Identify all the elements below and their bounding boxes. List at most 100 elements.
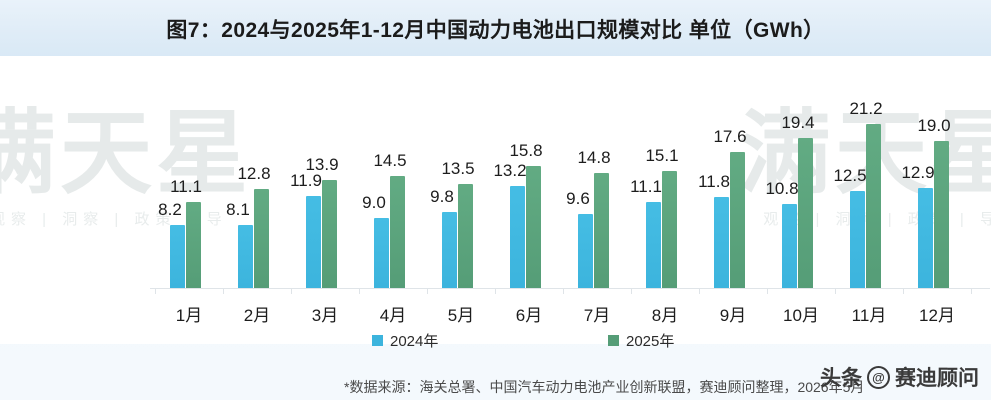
watermark-sub-left: 观察 | 洞察 | 政策 | 导 bbox=[0, 211, 228, 228]
bar-value-label-2024: 10.8 bbox=[765, 179, 799, 198]
x-axis-tick bbox=[699, 288, 700, 294]
legend-item-2025[interactable]: 2025年 bbox=[608, 330, 674, 351]
bar-value-label-2025: 13.9 bbox=[305, 155, 339, 174]
bar-2024[interactable] bbox=[646, 202, 661, 288]
bar-2025[interactable] bbox=[254, 189, 269, 288]
bar-group: 11.8 17.6 bbox=[698, 56, 767, 288]
bar-group: 12.9 19.0 bbox=[901, 56, 971, 288]
corner-watermark: 头条 @ 赛迪顾问 bbox=[820, 362, 979, 392]
x-axis-tick bbox=[359, 288, 360, 294]
x-axis-label: 11月 bbox=[851, 306, 887, 325]
bar-2025[interactable] bbox=[934, 141, 949, 288]
bar-value-label-2025: 19.0 bbox=[917, 116, 951, 135]
bar-value-label-2025: 12.8 bbox=[237, 164, 271, 183]
bar-value-label-2024: 8.1 bbox=[226, 200, 250, 219]
x-axis-label: 12月 bbox=[919, 306, 955, 325]
x-axis-tick bbox=[971, 288, 972, 294]
bar-2024[interactable] bbox=[782, 204, 797, 288]
x-axis-tick bbox=[427, 288, 428, 294]
legend-item-2024[interactable]: 2024年 bbox=[372, 330, 438, 351]
x-axis-label: 9月 bbox=[719, 306, 747, 325]
legend-label: 2025年 bbox=[626, 333, 675, 350]
x-axis-tick bbox=[563, 288, 564, 294]
bar-2025[interactable] bbox=[730, 152, 745, 288]
bar-value-label-2025: 14.8 bbox=[577, 148, 611, 167]
bar-2024[interactable] bbox=[238, 225, 253, 288]
at-icon: @ bbox=[867, 365, 890, 389]
bar-group: 11.1 15.1 bbox=[630, 56, 699, 288]
bar-value-label-2024: 9.6 bbox=[566, 189, 590, 208]
bar-2025[interactable] bbox=[186, 202, 201, 288]
bar-value-label-2024: 11.1 bbox=[630, 177, 662, 196]
x-axis-label: 7月 bbox=[583, 306, 611, 325]
legend-swatch-icon bbox=[608, 335, 619, 346]
bar-2025[interactable] bbox=[458, 184, 473, 288]
bar-value-label-2024: 12.9 bbox=[901, 163, 935, 182]
bar-2024[interactable] bbox=[374, 218, 389, 288]
bar-2024[interactable] bbox=[442, 212, 457, 288]
bar-2025[interactable] bbox=[390, 176, 405, 288]
bar-value-label-2024: 8.2 bbox=[158, 200, 182, 219]
corner-brand-text: 头条 bbox=[820, 367, 862, 390]
x-axis-tick bbox=[903, 288, 904, 294]
x-axis-tick bbox=[835, 288, 836, 294]
bar-2024[interactable] bbox=[170, 225, 185, 288]
bar-2024[interactable] bbox=[510, 186, 525, 288]
bar-value-label-2025: 17.6 bbox=[713, 127, 747, 146]
bar-group: 9.6 14.8 bbox=[563, 56, 631, 288]
x-axis-tick bbox=[291, 288, 292, 294]
bar-value-label-2024: 11.9 bbox=[290, 171, 322, 190]
bar-group: 9.0 14.5 bbox=[359, 56, 427, 288]
bar-value-label-2024: 11.8 bbox=[698, 172, 730, 191]
bar-value-label-2025: 13.5 bbox=[441, 159, 475, 178]
bar-2025[interactable] bbox=[662, 171, 677, 288]
bar-group: 10.8 19.4 bbox=[765, 56, 835, 288]
bar-value-label-2024: 9.0 bbox=[362, 193, 386, 212]
x-axis-label: 1月 bbox=[175, 306, 203, 325]
bar-value-label-2024: 9.8 bbox=[430, 187, 454, 206]
plot-area: 8.2 11.1 1月 8.1 12.8 2月 11.9 13.9 3月 9.0 14.5 4月 9.8… bbox=[0, 56, 991, 344]
watermark-left: 满天星 bbox=[0, 103, 253, 205]
bar-2024[interactable] bbox=[918, 188, 933, 288]
x-axis-tick bbox=[495, 288, 496, 294]
bar-value-label-2025: 21.2 bbox=[849, 99, 883, 118]
bar-group: 8.1 12.8 bbox=[223, 56, 291, 288]
bar-group: 9.8 13.5 bbox=[427, 56, 495, 288]
bar-value-label-2025: 15.8 bbox=[509, 141, 543, 160]
bar-group: 13.2 15.8 bbox=[493, 56, 563, 288]
bar-value-label-2025: 15.1 bbox=[645, 146, 679, 165]
bar-value-label-2025: 19.4 bbox=[781, 113, 815, 132]
x-axis-label: 10月 bbox=[783, 306, 819, 325]
title-banner: 图7：2024与2025年1-12月中国动力电池出口规模对比 单位（GWh） bbox=[0, 0, 991, 56]
x-axis-label: 5月 bbox=[447, 306, 475, 325]
x-axis-label: 2月 bbox=[243, 306, 271, 325]
legend-swatch-icon bbox=[372, 335, 383, 346]
bar-2024[interactable] bbox=[714, 197, 729, 288]
bar-2025[interactable] bbox=[526, 166, 541, 288]
bar-2024[interactable] bbox=[850, 191, 865, 288]
legend-label: 2024年 bbox=[390, 333, 439, 350]
bar-2025[interactable] bbox=[594, 173, 609, 288]
bar-2025[interactable] bbox=[322, 180, 337, 288]
bar-2025[interactable] bbox=[798, 138, 813, 288]
bar-group: 12.5 21.2 bbox=[833, 56, 903, 288]
x-axis-tick bbox=[767, 288, 768, 294]
chart-legend: 2024年 2025年 bbox=[0, 330, 991, 352]
x-axis-label: 3月 bbox=[311, 306, 339, 325]
bar-value-label-2024: 12.5 bbox=[833, 166, 867, 185]
source-note: *数据来源：海关总署、中国汽车动力电池产业创新联盟，赛迪顾问整理，2026年5月 bbox=[344, 379, 865, 395]
bar-2024[interactable] bbox=[306, 196, 321, 288]
bar-group: 11.9 13.9 bbox=[290, 56, 359, 288]
x-axis-label: 8月 bbox=[651, 306, 679, 325]
bar-value-label-2025: 14.5 bbox=[373, 151, 407, 170]
x-axis-label: 6月 bbox=[515, 306, 543, 325]
chart-card: 满天星 满天星 观察 | 洞察 | 政策 | 导 观察 | 洞察 | 政策 | … bbox=[0, 56, 991, 344]
bar-2024[interactable] bbox=[578, 214, 593, 288]
x-axis-label: 4月 bbox=[379, 306, 407, 325]
x-axis-line bbox=[150, 288, 990, 289]
bar-value-label-2025: 11.1 bbox=[170, 177, 202, 196]
bar-2025[interactable] bbox=[866, 124, 881, 288]
corner-account-name: 赛迪顾问 bbox=[895, 367, 979, 390]
x-axis-tick bbox=[155, 288, 156, 294]
